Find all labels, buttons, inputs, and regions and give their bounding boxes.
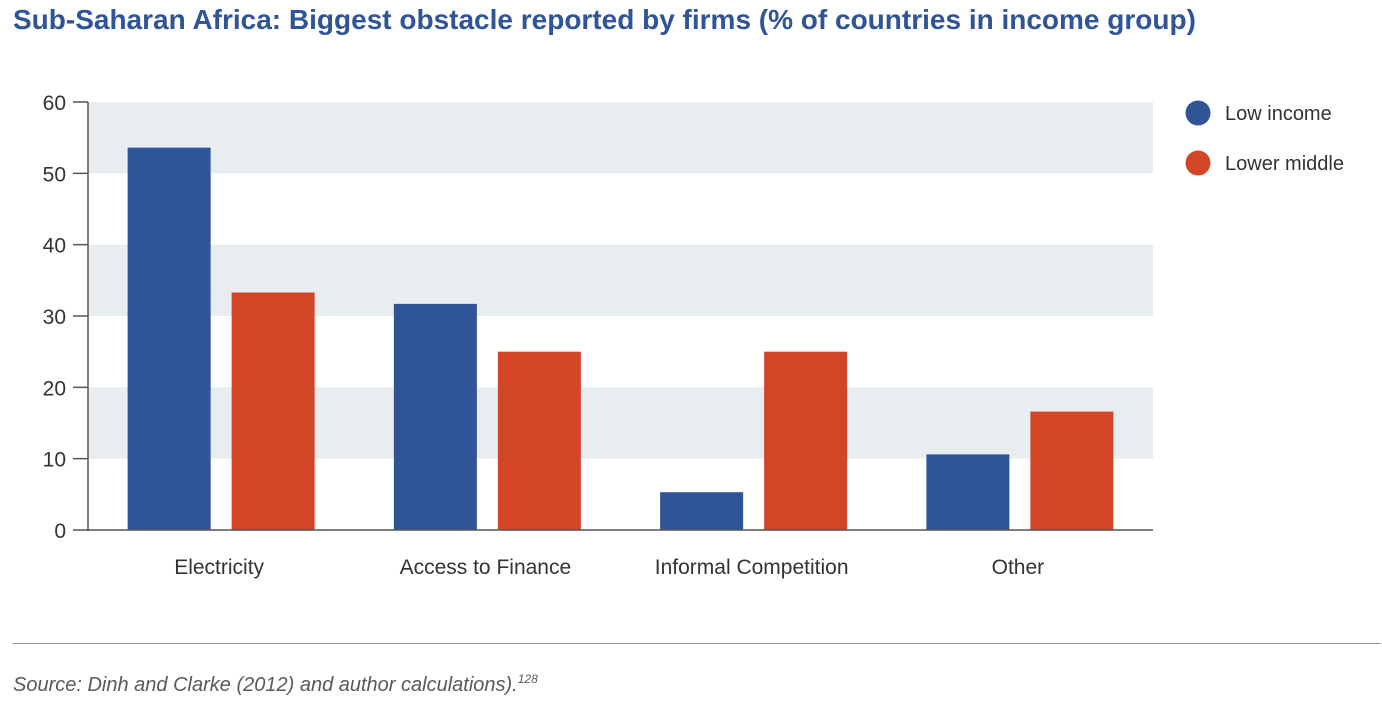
footer-divider bbox=[13, 643, 1381, 644]
bar-lower-middle-access-to-finance bbox=[497, 351, 581, 530]
y-tick-label: 60 bbox=[43, 92, 66, 115]
bar-low-income-informal-competition bbox=[660, 492, 744, 530]
bar-lower-middle-other bbox=[1030, 411, 1114, 530]
legend-marker bbox=[1185, 150, 1211, 176]
y-tick-label: 50 bbox=[43, 163, 66, 186]
y-tick-label: 0 bbox=[54, 520, 66, 543]
y-tick-label: 10 bbox=[43, 449, 66, 472]
source-footnote: 128 bbox=[517, 672, 538, 686]
bar-low-income-electricity bbox=[127, 147, 211, 531]
source-note: Source: Dinh and Clarke (2012) and autho… bbox=[13, 672, 538, 697]
legend: Low income Lower middle bbox=[1185, 100, 1344, 176]
axes-group bbox=[73, 101, 1153, 531]
x-category-label: Electricity bbox=[174, 556, 264, 579]
bar-lower-middle-informal-competition bbox=[764, 351, 848, 530]
legend-marker bbox=[1185, 100, 1211, 126]
y-tick-labels: 0 10 20 30 40 50 60 bbox=[43, 92, 66, 543]
y-tick-label: 30 bbox=[43, 306, 66, 329]
grid-band bbox=[88, 102, 1153, 174]
y-tick-label: 40 bbox=[43, 235, 66, 258]
x-category-labels: Electricity Access to Finance Informal Com… bbox=[174, 556, 1044, 579]
legend-label: Lower middle bbox=[1225, 153, 1344, 175]
x-category-label: Other bbox=[992, 556, 1045, 579]
chart-title: Sub-Saharan Africa: Biggest obstacle rep… bbox=[13, 4, 1196, 35]
y-tick-label: 20 bbox=[43, 377, 66, 400]
bar-lower-middle-electricity bbox=[231, 292, 315, 530]
bar-low-income-other bbox=[926, 454, 1010, 530]
x-category-label: Informal Competition bbox=[655, 556, 849, 579]
bars-group bbox=[127, 147, 1114, 531]
x-category-label: Access to Finance bbox=[400, 556, 572, 579]
bar-chart: 0 10 20 30 40 50 60 Electricity Access to Finan… bbox=[43, 92, 1344, 579]
legend-label: Low income bbox=[1225, 103, 1332, 125]
source-text: Source: Dinh and Clarke (2012) and autho… bbox=[13, 674, 518, 696]
bar-low-income-access-to-finance bbox=[393, 303, 477, 530]
